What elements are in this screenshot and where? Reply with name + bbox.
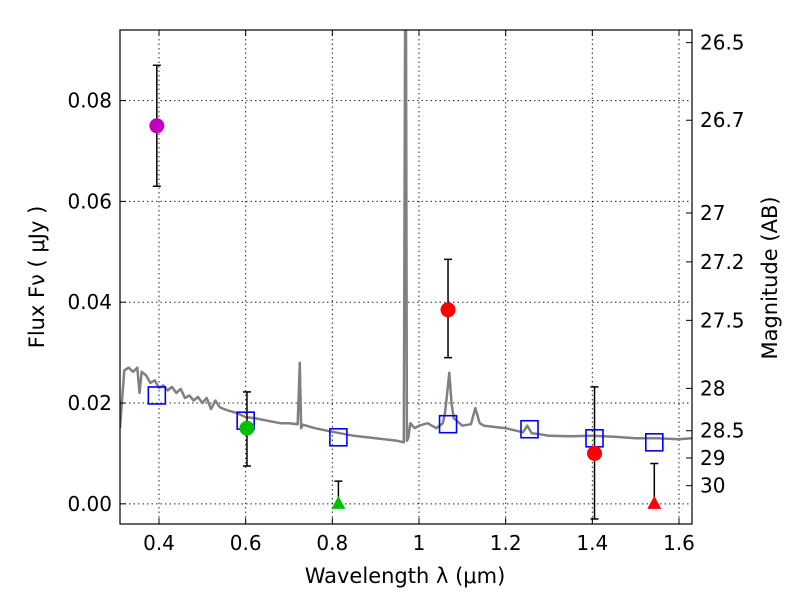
measurement-point-0 bbox=[149, 118, 165, 134]
y-axis-label: Flux Fν ( μJy ) bbox=[25, 206, 49, 349]
right-tick-label: 28 bbox=[700, 376, 725, 400]
model-photometry-square-3 bbox=[438, 414, 458, 434]
y-tick-label: 0.02 bbox=[67, 391, 112, 415]
x-tick-label: 0.8 bbox=[316, 531, 348, 555]
measurement-point-3 bbox=[440, 302, 456, 318]
x-tick-label: 1.6 bbox=[663, 531, 695, 555]
y-tick-label: 0.06 bbox=[67, 189, 112, 213]
right-tick-label: 27.5 bbox=[700, 308, 745, 332]
grid-lines bbox=[120, 30, 692, 524]
right-tick-label: 27.2 bbox=[700, 250, 745, 274]
upper-limit-triangle-5 bbox=[647, 495, 662, 509]
x-axis-label: Wavelength λ (μm) bbox=[305, 564, 506, 588]
x-tick-label: 0.6 bbox=[230, 531, 262, 555]
right-tick-label: 26.7 bbox=[700, 108, 745, 132]
right-tick-label: 27 bbox=[700, 201, 725, 225]
model-photometry-square-0 bbox=[147, 386, 167, 405]
model-spectrum-layer bbox=[120, 30, 692, 444]
upper-limit-triangle-2 bbox=[331, 495, 346, 509]
x-tick-label: 0.4 bbox=[143, 531, 175, 555]
measurement-point-1 bbox=[239, 420, 255, 436]
y-tick-label: 0.00 bbox=[67, 492, 112, 516]
plot-frame bbox=[119, 29, 693, 525]
model-photometry-square-2 bbox=[329, 427, 348, 447]
y-tick-label: 0.08 bbox=[67, 89, 112, 113]
x-tick-label: 1.2 bbox=[490, 531, 522, 555]
model-photometry-square-6 bbox=[644, 433, 664, 452]
right-tick-label: 28.5 bbox=[700, 419, 745, 443]
y-axis-ticks: 0.00 0.02 0.04 0.06 0.08 bbox=[67, 89, 126, 516]
model-spectrum-line bbox=[120, 30, 692, 444]
x-tick-label: 1 bbox=[413, 531, 426, 555]
right-tick-label: 29 bbox=[700, 446, 725, 470]
right-axis-label: Magnitude (AB) bbox=[758, 196, 782, 359]
right-tick-label: 30 bbox=[700, 474, 725, 498]
right-axis-ticks: 26.5 26.7 27 27.2 27.5 28 28.5 29 30 bbox=[686, 31, 745, 498]
x-axis-ticks: 0.4 0.6 0.8 1 1.2 1.4 1.6 bbox=[143, 30, 695, 555]
right-tick-label: 26.5 bbox=[700, 31, 745, 55]
measurement-point-4 bbox=[587, 445, 602, 461]
model-photometry-square-4 bbox=[520, 419, 539, 439]
measurement-layer bbox=[149, 118, 662, 509]
x-tick-label: 1.4 bbox=[576, 531, 608, 555]
y-tick-label: 0.04 bbox=[67, 290, 112, 314]
